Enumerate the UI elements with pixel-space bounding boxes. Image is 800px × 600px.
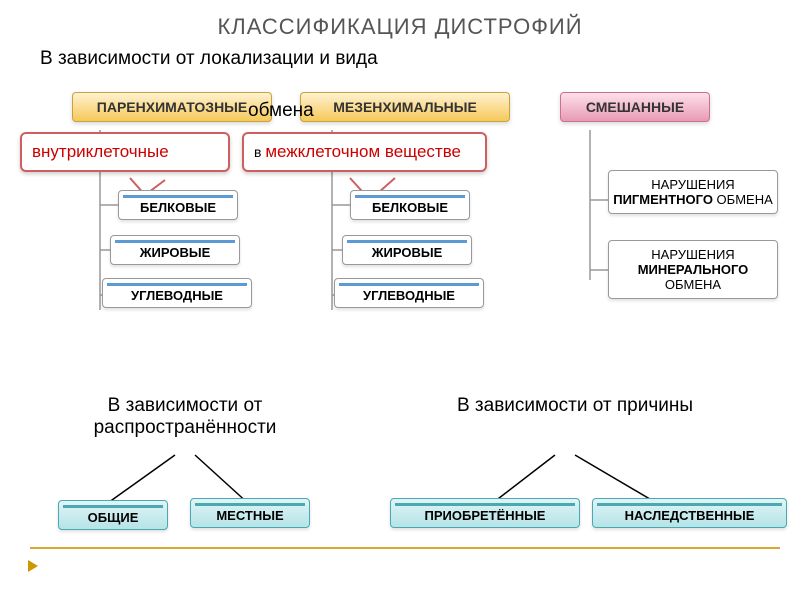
sub-mid-carb: УГЛЕВОДНЫЕ: [334, 278, 484, 308]
bottom-general: ОБЩИЕ: [58, 500, 168, 530]
disorder-mineral-l3: ОБМЕНА: [665, 277, 721, 292]
callout-intracellular-text: внутриклеточные: [32, 142, 169, 161]
disorder-pigment-l1: НАРУШЕНИЯ: [613, 177, 773, 192]
section-spread-title: В зависимости от распространённости: [50, 395, 320, 439]
subtitle-localization: В зависимости от локализации и вида: [0, 40, 800, 70]
main-title: КЛАССИФИКАЦИЯ ДИСТРОФИЙ: [0, 0, 800, 40]
sub-mid-protein: БЕЛКОВЫЕ: [350, 190, 470, 220]
callout-intracellular: внутриклеточные: [20, 132, 230, 172]
callout-intercellular: в межклеточном веществе: [242, 132, 487, 172]
disorder-mineral-l1: НАРУШЕНИЯ: [613, 247, 773, 262]
bottom-hereditary: НАСЛЕДСТВЕННЫЕ: [592, 498, 787, 528]
category-mesenchymal: МЕЗЕНХИМАЛЬНЫЕ: [300, 92, 510, 122]
callout-inter-prefix: в: [254, 144, 265, 160]
sub-left-carb: УГЛЕВОДНЫЕ: [102, 278, 252, 308]
section-cause-title: В зависимости от причины: [440, 395, 710, 417]
bottom-local: МЕСТНЫЕ: [190, 498, 310, 528]
category-parenchymatous: ПАРЕНХИМАТОЗНЫЕ: [72, 92, 272, 122]
bottom-acquired: ПРИОБРЕТЁННЫЕ: [390, 498, 580, 528]
subtitle-cut: обмена: [248, 100, 314, 122]
sub-mid-fat: ЖИРОВЫЕ: [342, 235, 472, 265]
callout-inter-text: межклеточном веществе: [265, 142, 461, 161]
disorder-pigment-l3: ОБМЕНА: [713, 192, 773, 207]
sub-left-protein: БЕЛКОВЫЕ: [118, 190, 238, 220]
disorder-pigment-l2: ПИГМЕНТНОГО: [613, 192, 713, 207]
disorder-mineral-l2: МИНЕРАЛЬНОГО: [638, 262, 749, 277]
disorder-mineral: НАРУШЕНИЯ МИНЕРАЛЬНОГО ОБМЕНА: [608, 240, 778, 299]
sub-left-fat: ЖИРОВЫЕ: [110, 235, 240, 265]
disorder-pigment: НАРУШЕНИЯ ПИГМЕНТНОГО ОБМЕНА: [608, 170, 778, 214]
category-mixed: СМЕШАННЫЕ: [560, 92, 710, 122]
bullet-marker-icon: [28, 560, 38, 572]
